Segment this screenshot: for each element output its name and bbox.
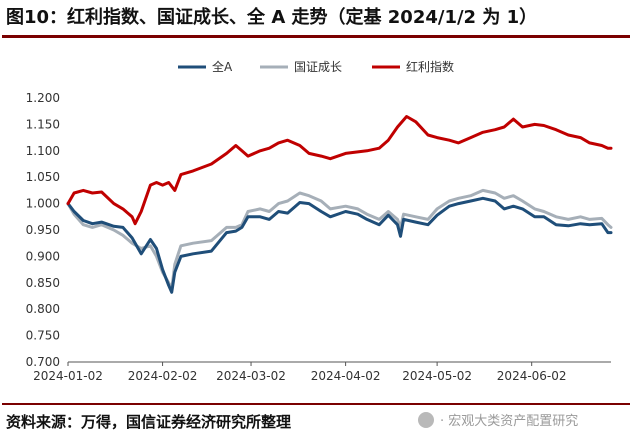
y-axis: 0.700 0.750 0.800 0.850 0.900 0.950 1.000 1.050… — [26, 91, 60, 369]
y-tick-label: 0.950 — [26, 223, 60, 237]
y-tick-label: 1.150 — [26, 117, 60, 131]
y-tick-label: 1.100 — [26, 144, 60, 158]
watermark-text: · 宏观大类资产配置研究 — [440, 414, 579, 429]
x-tick-label: 2024-03-02 — [216, 369, 286, 383]
y-tick-label: 0.750 — [26, 329, 60, 343]
x-tick-label: 2024-01-02 — [33, 369, 103, 383]
legend: 全A 国证成长 红利指数 — [178, 59, 454, 74]
x-tick-label: 2024-04-02 — [311, 369, 381, 383]
y-tick-label: 0.700 — [26, 355, 60, 369]
x-tick-label: 2024-02-02 — [128, 369, 198, 383]
wechat-icon — [418, 412, 434, 428]
legend-label: 国证成长 — [294, 60, 342, 74]
series-lines — [66, 115, 613, 294]
x-tick-label: 2024-06-02 — [497, 369, 567, 383]
figure-title: 图10：红利指数、国证成长、全 A 走势（定基 2024/1/2 为 1） — [6, 7, 538, 28]
source-note: 资料来源：万得，国信证券经济研究所整理 — [6, 413, 292, 431]
series-line-0 — [66, 196, 613, 294]
title-rule — [2, 35, 630, 38]
x-axis: 2024-01-02 2024-02-02 2024-03-02 2024-04-02… — [33, 361, 611, 383]
y-tick-label: 0.800 — [26, 302, 60, 316]
source-rule — [2, 403, 630, 405]
y-tick-label: 0.900 — [26, 249, 60, 263]
y-tick-label: 1.200 — [26, 91, 60, 105]
y-tick-label: 1.000 — [26, 197, 60, 211]
x-tick-label: 2024-05-02 — [402, 369, 472, 383]
line-chart: 全A 国证成长 红利指数 0.700 0.750 0.800 0.850 0.900 0.95… — [26, 59, 613, 383]
series-line-2 — [66, 115, 613, 226]
legend-label: 红利指数 — [406, 59, 454, 74]
y-tick-label: 0.850 — [26, 276, 60, 290]
y-tick-label: 1.050 — [26, 170, 60, 184]
legend-label: 全A — [212, 59, 233, 74]
series-line-1 — [66, 188, 613, 291]
